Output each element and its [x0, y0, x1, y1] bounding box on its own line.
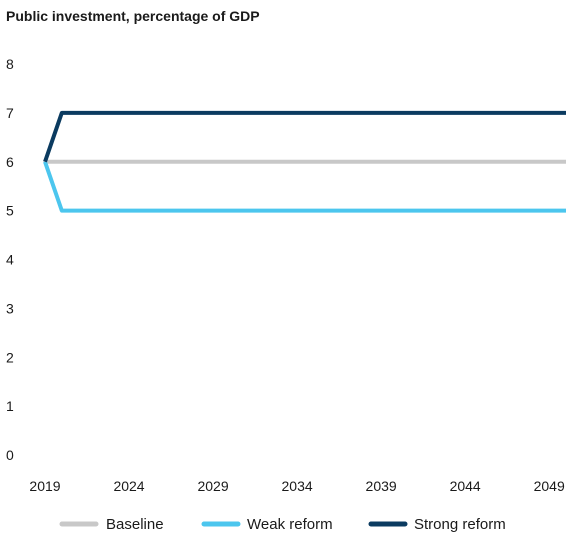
legend-item-strong-reform: Strong reform — [368, 516, 506, 533]
legend-label: Baseline — [106, 516, 164, 533]
legend: Baseline Weak reform Strong reform — [59, 516, 506, 533]
series-line-weak-reform — [43, 161, 566, 213]
y-tick-label: 2 — [6, 349, 14, 365]
legend-item-baseline: Baseline — [59, 516, 164, 533]
plot-area — [43, 110, 566, 213]
x-tick-label: 2024 — [113, 478, 144, 494]
legend-label: Strong reform — [414, 516, 506, 533]
x-axis: 2019 2024 2029 2034 2039 2044 2049 — [29, 478, 565, 494]
x-tick-label: 2034 — [282, 478, 313, 494]
legend-label: Weak reform — [247, 516, 333, 533]
x-tick-label: 2049 — [534, 478, 565, 494]
y-tick-label: 5 — [6, 203, 14, 219]
y-tick-label: 1 — [6, 398, 14, 414]
legend-item-weak-reform: Weak reform — [201, 516, 333, 533]
x-tick-label: 2044 — [450, 478, 481, 494]
series-line-strong-reform — [43, 110, 566, 163]
y-tick-label: 0 — [6, 447, 14, 463]
x-tick-label: 2019 — [29, 478, 60, 494]
x-tick-label: 2029 — [197, 478, 228, 494]
y-tick-label: 4 — [6, 252, 14, 268]
y-axis: 0 1 2 3 4 5 6 7 8 — [6, 56, 14, 463]
chart-title: Public investment, percentage of GDP — [6, 8, 260, 24]
y-tick-label: 8 — [6, 56, 14, 72]
y-tick-label: 3 — [6, 300, 14, 316]
y-tick-label: 6 — [6, 154, 14, 170]
y-tick-label: 7 — [6, 105, 14, 121]
x-tick-label: 2039 — [366, 478, 397, 494]
